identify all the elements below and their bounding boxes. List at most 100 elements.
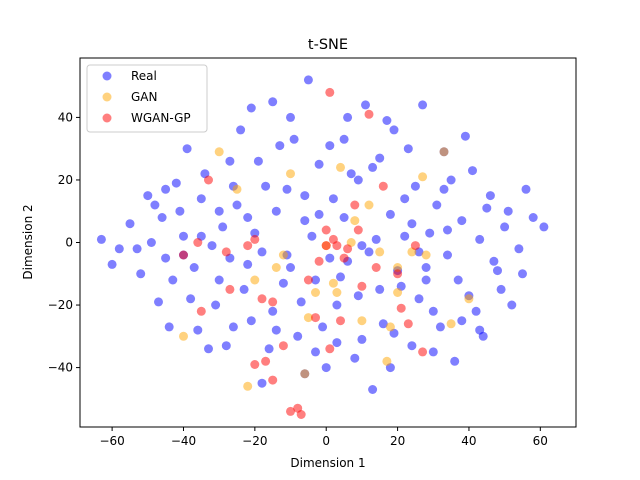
data-point — [346, 169, 356, 179]
data-point — [161, 184, 171, 194]
data-point — [278, 278, 288, 288]
y-tick-label: 20 — [58, 173, 73, 187]
data-point — [353, 225, 363, 235]
data-point — [186, 294, 196, 304]
data-point — [250, 275, 260, 285]
data-point — [425, 228, 435, 238]
data-point — [364, 109, 374, 119]
data-point — [368, 385, 378, 394]
data-point — [432, 200, 442, 210]
data-point — [393, 288, 403, 297]
data-point — [493, 266, 502, 276]
data-point — [286, 112, 295, 122]
data-point — [164, 322, 174, 332]
x-tick-label: 60 — [533, 434, 548, 448]
data-point — [496, 284, 506, 294]
data-point — [143, 191, 153, 201]
data-point — [350, 216, 360, 226]
data-point — [157, 213, 167, 222]
data-point — [214, 147, 224, 157]
y-tick-label: −40 — [48, 361, 73, 375]
data-point — [418, 347, 428, 357]
data-point — [403, 319, 413, 329]
data-point — [171, 178, 181, 188]
data-point — [396, 303, 406, 313]
data-point — [414, 294, 424, 304]
data-point — [407, 341, 417, 351]
data-point — [246, 316, 256, 326]
data-point — [303, 75, 313, 85]
data-point — [214, 275, 224, 285]
data-point — [371, 263, 381, 272]
data-point — [236, 125, 246, 135]
data-point — [293, 331, 303, 341]
data-point — [289, 134, 299, 144]
data-point — [339, 213, 349, 222]
data-point — [268, 375, 278, 385]
data-point — [250, 228, 260, 238]
data-point — [232, 184, 242, 194]
x-tick-label: 20 — [390, 434, 405, 448]
data-point — [375, 247, 385, 257]
data-point — [350, 200, 360, 210]
data-point — [271, 325, 281, 335]
data-point — [271, 206, 281, 216]
data-point — [196, 194, 206, 204]
data-point — [243, 241, 253, 251]
data-point — [382, 116, 392, 125]
data-point — [282, 184, 292, 194]
data-point — [336, 162, 345, 172]
x-tick-label: −60 — [99, 434, 124, 448]
data-point — [332, 300, 342, 310]
data-point — [286, 169, 295, 179]
data-point — [364, 247, 374, 257]
data-point — [528, 213, 538, 222]
data-point — [268, 297, 278, 307]
legend-items: Real GAN WGAN-GP — [102, 69, 191, 125]
data-point — [350, 353, 360, 363]
data-point — [325, 87, 335, 97]
data-point — [275, 141, 285, 151]
y-ticks: −40 −20 0 20 40 — [48, 110, 80, 375]
data-point — [357, 334, 367, 344]
legend-marker — [102, 113, 112, 123]
data-point — [364, 200, 374, 210]
legend-label: WGAN-GP — [131, 111, 191, 125]
data-point — [385, 209, 395, 219]
data-point — [332, 241, 342, 251]
data-point — [443, 225, 452, 235]
data-point — [514, 244, 524, 254]
data-point — [264, 344, 274, 354]
data-point — [278, 250, 288, 260]
data-point — [507, 300, 517, 310]
data-point — [132, 244, 142, 254]
data-point — [204, 344, 213, 354]
data-point — [211, 300, 221, 310]
data-point — [368, 162, 378, 172]
data-point — [343, 112, 353, 122]
data-point — [375, 284, 385, 294]
data-point — [300, 191, 310, 201]
data-point — [114, 244, 124, 254]
data-point — [439, 184, 449, 194]
data-point — [243, 259, 253, 269]
data-point — [439, 147, 449, 157]
data-point — [225, 284, 235, 294]
data-point — [196, 306, 206, 316]
data-point — [179, 250, 188, 260]
data-point — [311, 288, 320, 297]
data-point — [393, 269, 403, 279]
data-point — [378, 181, 388, 191]
data-point — [314, 256, 324, 266]
data-point — [189, 263, 199, 272]
data-point — [268, 306, 278, 316]
data-point — [353, 291, 363, 301]
data-point — [421, 275, 431, 285]
data-point — [446, 175, 456, 185]
data-point — [421, 250, 431, 260]
data-point — [357, 281, 367, 291]
data-point — [136, 269, 146, 279]
data-point — [332, 338, 342, 348]
data-point — [218, 222, 228, 232]
